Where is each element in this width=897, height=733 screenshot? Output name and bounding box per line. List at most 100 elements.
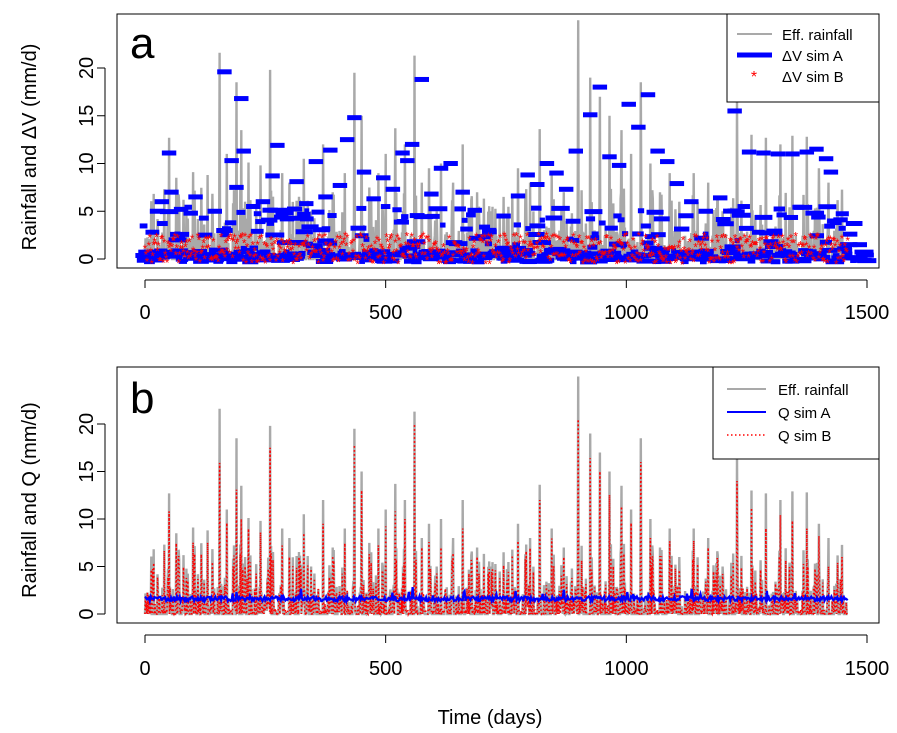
dv-sim-b-point: * bbox=[378, 251, 383, 265]
dv-sim-b-point: * bbox=[725, 248, 730, 262]
dv-sim-b-point: * bbox=[260, 254, 265, 268]
dv-sim-b-point: * bbox=[491, 248, 496, 262]
dv-sim-b-point: * bbox=[396, 258, 401, 272]
dv-sim-b-point: * bbox=[379, 242, 384, 256]
dv-sim-b-point: * bbox=[787, 241, 792, 255]
dv-sim-b-point: * bbox=[784, 256, 789, 270]
dv-sim-b-point: * bbox=[382, 248, 387, 262]
dv-sim-b-point: * bbox=[594, 253, 599, 267]
dv-sim-b-point: * bbox=[799, 247, 804, 261]
dv-sim-b-point: * bbox=[258, 252, 263, 266]
dv-sim-b-point: * bbox=[429, 247, 434, 261]
dv-sim-b-point: * bbox=[311, 246, 316, 260]
dv-sim-b-point: * bbox=[807, 242, 812, 256]
dv-sim-b-point: * bbox=[215, 253, 220, 267]
dv-sim-b-point: * bbox=[826, 233, 831, 247]
dv-sim-b-point: * bbox=[265, 241, 270, 255]
dv-sim-b-point: * bbox=[634, 254, 639, 268]
dv-sim-b-point: * bbox=[234, 238, 239, 252]
dv-sim-b-point: * bbox=[371, 257, 376, 271]
dv-sim-b-point: * bbox=[201, 236, 206, 250]
dv-sim-b-point: * bbox=[380, 244, 385, 258]
dv-sim-b-point: * bbox=[394, 245, 399, 259]
legend-b-rainfall-label: Eff. rainfall bbox=[778, 382, 849, 399]
dv-sim-b-point: * bbox=[676, 241, 681, 255]
dv-sim-b-point: * bbox=[511, 230, 516, 244]
dv-sim-b-point: * bbox=[342, 234, 347, 248]
dv-sim-b-point: * bbox=[160, 232, 165, 246]
dv-sim-b-point: * bbox=[250, 257, 255, 271]
dv-sim-b-point: * bbox=[331, 254, 336, 268]
dv-sim-b-point: * bbox=[451, 250, 456, 264]
dv-sim-b-point: * bbox=[663, 251, 668, 265]
dv-sim-b-point: * bbox=[227, 247, 232, 261]
dv-sim-b-point: * bbox=[625, 238, 630, 252]
dv-sim-b-point: * bbox=[285, 242, 290, 256]
dv-sim-b-point: * bbox=[336, 256, 341, 270]
dv-sim-b-point: * bbox=[716, 253, 721, 267]
dv-sim-b-point: * bbox=[176, 256, 181, 270]
dv-sim-b-point: * bbox=[760, 233, 765, 247]
dv-sim-b-point: * bbox=[715, 236, 720, 250]
dv-sim-b-point: * bbox=[735, 242, 740, 256]
dv-sim-b-point: * bbox=[667, 242, 672, 256]
dv-sim-b-point: * bbox=[668, 257, 673, 271]
dv-sim-b-point: * bbox=[834, 258, 839, 272]
dv-sim-b-point: * bbox=[737, 245, 742, 259]
dv-sim-b-series: ****************************************… bbox=[143, 229, 851, 272]
dv-sim-b-point: * bbox=[193, 250, 198, 264]
dv-sim-b-point: * bbox=[344, 239, 349, 253]
dv-sim-b-point: * bbox=[161, 256, 166, 270]
dv-sim-b-point: * bbox=[323, 230, 328, 244]
dv-sim-b-point: * bbox=[761, 256, 766, 270]
dv-sim-b-point: * bbox=[197, 234, 202, 248]
dv-sim-b-point: * bbox=[581, 257, 586, 271]
dv-sim-b-point: * bbox=[289, 239, 294, 253]
dv-sim-b-point: * bbox=[754, 239, 759, 253]
dv-sim-b-point: * bbox=[685, 246, 690, 260]
dv-sim-b-point: * bbox=[295, 255, 300, 269]
dv-sim-b-point: * bbox=[369, 241, 374, 255]
dv-sim-b-point: * bbox=[495, 248, 500, 262]
dv-sim-b-point: * bbox=[707, 257, 712, 271]
dv-sim-b-point: * bbox=[337, 242, 342, 256]
dv-sim-b-point: * bbox=[181, 246, 186, 260]
dv-sim-b-point: * bbox=[520, 247, 525, 261]
dv-sim-b-point: * bbox=[779, 245, 784, 259]
dv-sim-b-point: * bbox=[246, 248, 251, 262]
dv-sim-b-point: * bbox=[223, 251, 228, 265]
dv-sim-b-point: * bbox=[777, 238, 782, 252]
dv-sim-b-point: * bbox=[443, 258, 448, 272]
legend-dv-sim-b-star-icon: * bbox=[751, 69, 757, 86]
dv-sim-b-point: * bbox=[418, 232, 423, 246]
dv-sim-b-point: * bbox=[192, 246, 197, 260]
dv-sim-b-point: * bbox=[815, 230, 820, 244]
dv-sim-b-point: * bbox=[734, 235, 739, 249]
dv-sim-b-point: * bbox=[749, 241, 754, 255]
dv-sim-b-point: * bbox=[424, 233, 429, 247]
dv-sim-b-point: * bbox=[596, 238, 601, 252]
dv-sim-b-point: * bbox=[751, 248, 756, 262]
dv-sim-b-point: * bbox=[438, 257, 443, 271]
dv-sim-b-point: * bbox=[233, 243, 238, 257]
panel-b-axes: 0 500 1000 1500 0 5 10 15 20 bbox=[76, 413, 889, 680]
dv-sim-b-point: * bbox=[476, 245, 481, 259]
y-tick-label: 15 bbox=[76, 105, 98, 127]
dv-sim-b-point: * bbox=[207, 233, 212, 247]
dv-sim-b-point: * bbox=[583, 255, 588, 269]
y-tick-label: 5 bbox=[76, 206, 98, 217]
dv-sim-b-point: * bbox=[221, 246, 226, 260]
dv-sim-b-point: * bbox=[611, 245, 616, 259]
dv-sim-b-point: * bbox=[388, 233, 393, 247]
dv-sim-b-point: * bbox=[670, 243, 675, 257]
dv-sim-b-point: * bbox=[351, 246, 356, 260]
dv-sim-b-point: * bbox=[525, 229, 530, 243]
dv-sim-b-point: * bbox=[768, 239, 773, 253]
dv-sim-b-point: * bbox=[145, 255, 150, 269]
dv-sim-b-point: * bbox=[470, 258, 475, 272]
dv-sim-b-point: * bbox=[757, 235, 762, 249]
dv-sim-b-point: * bbox=[422, 238, 427, 252]
dv-sim-b-point: * bbox=[712, 256, 717, 270]
dv-sim-b-point: * bbox=[162, 236, 167, 250]
